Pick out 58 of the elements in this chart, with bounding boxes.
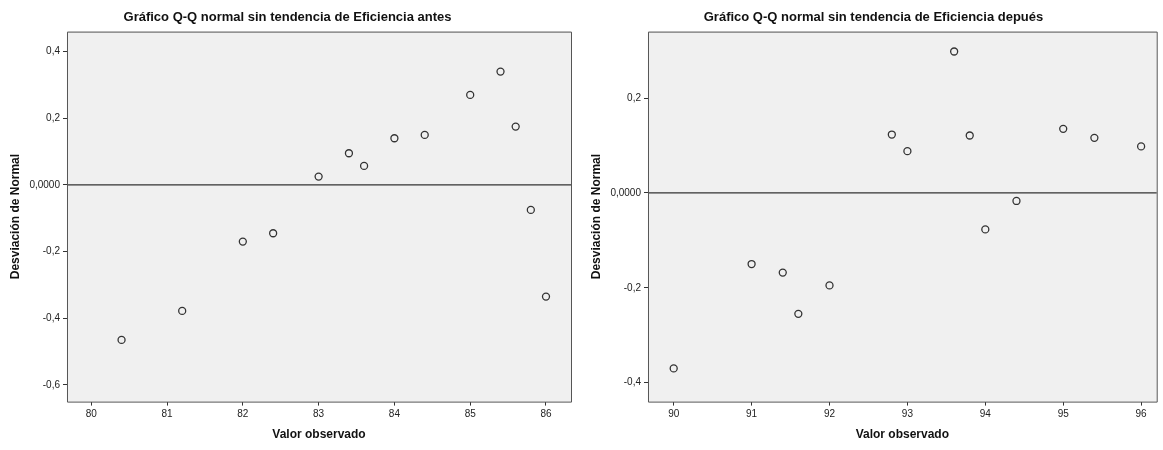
x-tick-label: 86 bbox=[540, 408, 552, 420]
point bbox=[314, 172, 323, 181]
point bbox=[1012, 196, 1021, 206]
y-tick-label: 0,4 bbox=[46, 45, 61, 57]
y-axis-title: Desviación de Normal bbox=[7, 153, 22, 280]
point bbox=[778, 268, 787, 277]
x-tick-label: 90 bbox=[668, 408, 680, 420]
point bbox=[541, 292, 551, 301]
y-tick-label: 0,0000 bbox=[610, 186, 642, 198]
point bbox=[344, 149, 354, 158]
y-tick-label: -0,6 bbox=[42, 378, 61, 390]
y-tick-label: -0,4 bbox=[623, 376, 642, 388]
point bbox=[669, 364, 678, 373]
point bbox=[981, 225, 990, 234]
point bbox=[965, 131, 974, 140]
x-tick-label: 84 bbox=[388, 408, 401, 420]
point bbox=[238, 237, 247, 246]
x-axis-title: Valor observado bbox=[855, 427, 950, 442]
point bbox=[1090, 133, 1099, 143]
point bbox=[420, 130, 429, 140]
x-tick-label: 93 bbox=[901, 408, 914, 420]
point bbox=[117, 335, 126, 345]
y-tick-label: -0,2 bbox=[623, 281, 642, 293]
y-axis-title: Desviación de Normal bbox=[588, 153, 603, 280]
y-tick-label: -0,2 bbox=[42, 245, 61, 257]
x-tick-label: 95 bbox=[1057, 408, 1070, 420]
x-tick-label: 82 bbox=[237, 408, 249, 420]
x-tick-label: 81 bbox=[161, 408, 174, 420]
x-tick-label: 85 bbox=[464, 408, 477, 420]
x-tick-label: 92 bbox=[823, 408, 836, 420]
point bbox=[887, 130, 896, 139]
x-tick-label: 91 bbox=[746, 408, 758, 420]
point bbox=[359, 161, 369, 171]
point bbox=[511, 122, 520, 131]
point bbox=[1059, 124, 1068, 133]
x-tick-label: 94 bbox=[979, 408, 992, 420]
point bbox=[950, 47, 959, 56]
point bbox=[268, 229, 278, 238]
point bbox=[903, 146, 912, 156]
chart-title: Gráfico Q-Q normal sin tendencia de Eficiencia antes bbox=[123, 9, 452, 25]
y-tick-label: -0,4 bbox=[42, 312, 61, 324]
chart-title: Gráfico Q-Q normal sin tendencia de Eficiencia depués bbox=[703, 9, 1044, 25]
point bbox=[390, 134, 399, 143]
point bbox=[794, 309, 803, 318]
x-tick-label: 80 bbox=[85, 408, 98, 420]
point bbox=[466, 90, 475, 100]
point bbox=[747, 259, 756, 269]
point bbox=[178, 306, 187, 316]
y-tick-label: 0,2 bbox=[46, 112, 61, 124]
x-axis-title: Valor observado bbox=[272, 427, 366, 442]
point bbox=[1136, 142, 1146, 151]
point bbox=[825, 281, 834, 290]
x-tick-label: 96 bbox=[1135, 408, 1148, 420]
point bbox=[526, 205, 535, 215]
x-tick-label: 83 bbox=[313, 408, 325, 420]
point bbox=[496, 67, 505, 76]
y-tick-label: 0,2 bbox=[627, 91, 642, 103]
y-tick-label: 0,0000 bbox=[29, 178, 61, 190]
